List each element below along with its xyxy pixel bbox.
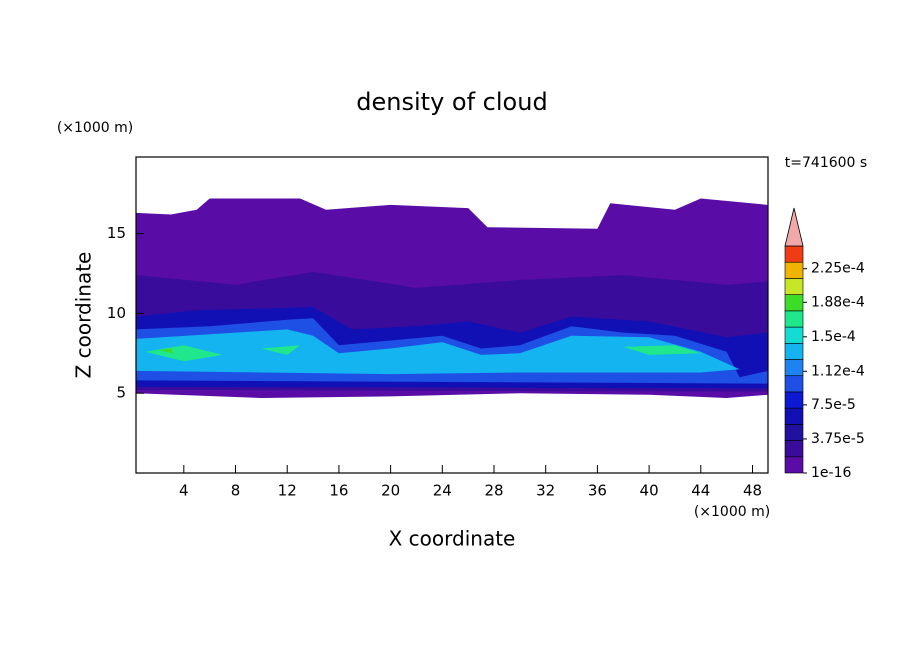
x-unit-label: (×1000 m): [694, 504, 770, 520]
colorbar-band: [784, 261, 804, 279]
colorbar-band: [784, 278, 804, 295]
colorbar-tick-label: 3.75e-5: [811, 431, 865, 447]
x-tick-label: 44: [691, 482, 710, 500]
colorbar-band: [784, 294, 804, 312]
colorbar-extend: [784, 207, 804, 247]
colorbar-band: [784, 342, 804, 360]
y-tick-label: 5: [116, 384, 126, 402]
x-tick-label: 4: [179, 482, 189, 500]
x-tick-label: 36: [588, 482, 607, 500]
colorbar-band: [784, 456, 804, 474]
plot-frame: [135, 156, 769, 474]
x-tick-label: 12: [278, 482, 297, 500]
contour-region: [145, 345, 223, 362]
colorbar-tick-label: 1.12e-4: [811, 363, 865, 379]
x-tick-label: 8: [231, 482, 241, 500]
colorbar-band: [784, 375, 804, 393]
colorbar-band: [784, 326, 804, 344]
contour-region: [261, 345, 301, 355]
x-tick-label: 48: [743, 482, 762, 500]
colorbar-band: [784, 440, 804, 458]
colorbar-tick-label: 1.88e-4: [811, 294, 865, 310]
colorbar-band: [784, 391, 804, 409]
colorbar-tick-label: 7.5e-5: [811, 397, 856, 413]
x-tick-label: 20: [381, 482, 400, 500]
contour-region: [136, 329, 740, 375]
x-tick-label: 28: [484, 482, 503, 500]
y-unit-label: (×1000 m): [57, 120, 133, 136]
colorbar-tick-label: 2.25e-4: [811, 261, 865, 277]
y-tick-label: 10: [107, 304, 126, 322]
colorbar-band: [784, 424, 804, 441]
colorbar-band: [784, 407, 804, 425]
x-tick-label: 40: [640, 482, 659, 500]
colorbar-band: [784, 359, 804, 377]
annotation: t=741600 s: [785, 155, 867, 171]
y-axis-label: Z coordinate: [72, 252, 96, 379]
colorbar-tick-label: 1.5e-4: [811, 329, 856, 345]
colorbar-band: [784, 245, 804, 263]
contour-region: [158, 348, 174, 354]
y-tick-label: 15: [107, 224, 126, 242]
colorbar-band: [784, 310, 804, 328]
colorbar-tick-label: 1e-16: [811, 465, 851, 481]
chart-title: density of cloud: [356, 88, 547, 116]
x-tick-label: 32: [536, 482, 555, 500]
x-tick-label: 16: [329, 482, 348, 500]
contour-region: [623, 345, 701, 355]
x-axis-label: X coordinate: [389, 527, 516, 551]
x-tick-label: 24: [433, 482, 452, 500]
